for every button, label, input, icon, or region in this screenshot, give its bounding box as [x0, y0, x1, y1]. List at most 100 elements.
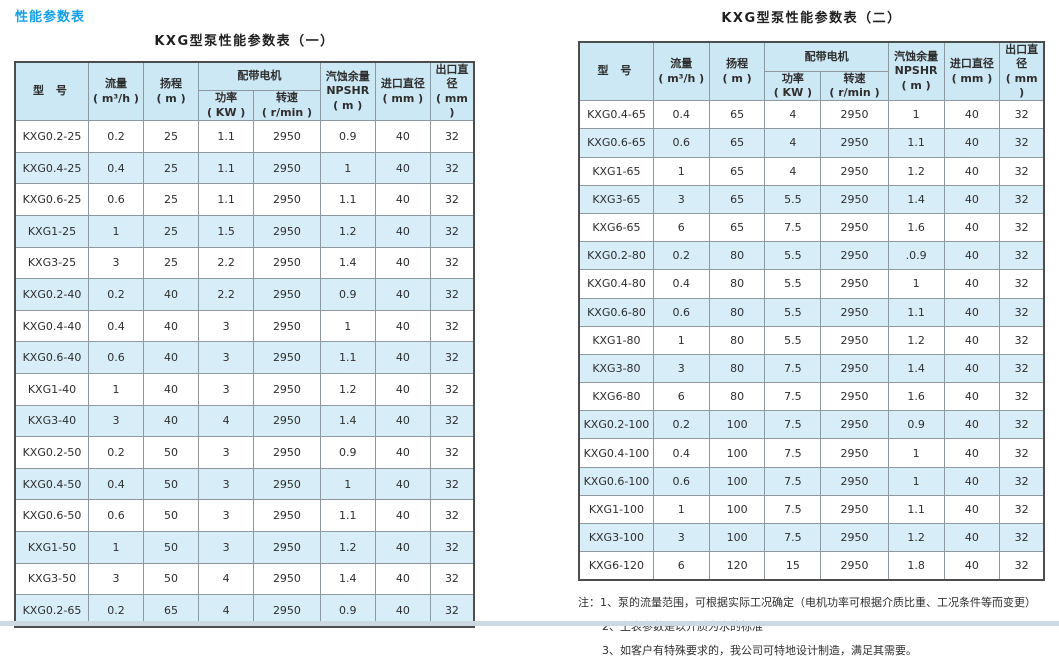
table-cell: 2950 — [820, 438, 889, 468]
table-cell: 40 — [374, 530, 431, 564]
table-cell: 3 — [198, 372, 255, 406]
table-cell: 40 — [374, 499, 431, 532]
table-cell: KXG1-50 — [14, 530, 89, 564]
table-row: KXG0.2-25 0.2 25 1.1 2950 0.9 40 32 — [14, 120, 475, 153]
table-cell: 2950 — [820, 297, 889, 327]
table-cell: 0.6 — [87, 499, 145, 532]
table-cell: 32 — [999, 184, 1045, 214]
table-cell: 32 — [429, 436, 475, 469]
table-cell: 32 — [429, 372, 475, 406]
table-cell: 32 — [429, 309, 475, 343]
table-cell: 32 — [429, 467, 475, 501]
table-cell: 3 — [652, 522, 710, 553]
table-cell: 1.1 — [198, 183, 255, 216]
table-cell: 2950 — [253, 467, 321, 501]
col-header-flow-unit: ( m³/h ) — [93, 91, 139, 105]
note-line-1: 注：1、泵的流量范围，可根据实际工况确定（电机功率可根据介质比重、工况条件等而变… — [578, 594, 1045, 611]
table-cell: 2.2 — [198, 246, 255, 280]
table-row: KXG0.2-50 0.2 50 3 2950 0.9 40 32 — [14, 436, 475, 469]
col-header-outlet-unit: ( mm ) — [1005, 71, 1038, 99]
table-row: KXG1-80 1 80 5.5 2950 1.2 40 32 — [578, 325, 1045, 355]
table-two-title: KXG型泵性能参数表（二） — [721, 11, 902, 26]
table-cell: 2950 — [820, 212, 889, 243]
table-cell: 1.2 — [887, 325, 945, 355]
table-cell: KXG1-25 — [14, 214, 89, 248]
table-cell: 40 — [943, 297, 1001, 327]
col-header-motor: 配带电机 — [764, 41, 889, 72]
table-cell: 32 — [429, 214, 475, 248]
table-cell: 0.6 — [87, 341, 145, 374]
table-cell: KXG0.6-40 — [14, 341, 89, 374]
table-cell: 2950 — [820, 128, 889, 158]
table-cell: 40 — [374, 309, 431, 343]
col-header-inlet-unit: ( mm ) — [382, 91, 424, 105]
col-header-head: 扬程( m ) — [143, 61, 200, 122]
table-row: KXG6-80 6 80 7.5 2950 1.6 40 32 — [578, 382, 1045, 412]
table-cell: 65 — [708, 100, 766, 130]
table-cell: 1 — [887, 466, 945, 496]
table-cell: 50 — [143, 467, 200, 501]
table-cell: 1.4 — [319, 246, 376, 280]
col-header-speed: 转速( r/min ) — [820, 70, 889, 102]
bottom-divider-strip — [0, 621, 1059, 626]
table-cell: KXG0.4-40 — [14, 309, 89, 343]
table-cell: 2950 — [820, 184, 889, 214]
table-cell: 2950 — [820, 494, 889, 525]
table-cell: 40 — [374, 151, 431, 185]
col-header-outlet: 出口直径( mm ) — [429, 61, 475, 122]
table-cell: KXG0.6-25 — [14, 183, 89, 216]
table-cell: 2950 — [253, 404, 321, 438]
table-cell: 7.5 — [764, 466, 822, 496]
table-cell: 32 — [999, 551, 1045, 581]
table-cell: 40 — [943, 466, 1001, 496]
table-cell: 3 — [652, 353, 710, 384]
table-row: KXG0.6-80 0.6 80 5.5 2950 1.1 40 32 — [578, 297, 1045, 327]
table-cell: 40 — [374, 404, 431, 438]
table-cell: 40 — [943, 184, 1001, 214]
table-cell: KXG0.4-80 — [578, 269, 654, 299]
table-cell: 2950 — [253, 309, 321, 343]
table-cell: 40 — [943, 156, 1001, 186]
table-cell: 7.5 — [764, 353, 822, 384]
table-cell: 0.6 — [87, 183, 145, 216]
table-cell: KXG0.2-40 — [14, 278, 89, 311]
table-row: KXG0.6-100 0.6 100 7.5 2950 1 40 32 — [578, 466, 1045, 496]
table-cell: 40 — [943, 382, 1001, 412]
table-cell: 0.9 — [319, 436, 376, 469]
note-text-3: 3、如客户有特殊要求的，我公司可特地设计制造，满足其需要。 — [602, 644, 917, 658]
table-cell: 2950 — [253, 530, 321, 564]
table-cell: 1.2 — [319, 214, 376, 248]
col-header-flow-unit: ( m³/h ) — [658, 71, 705, 85]
table-cell: 40 — [943, 494, 1001, 525]
table-row: KXG1-65 1 65 4 2950 1.2 40 32 — [578, 156, 1045, 186]
col-header-outlet-unit: ( mm ) — [436, 91, 468, 119]
table-cell: 4 — [764, 128, 822, 158]
table-cell: 1 — [887, 100, 945, 130]
table-cell: 1.2 — [887, 522, 945, 553]
table-cell: 0.2 — [652, 241, 710, 271]
table-cell: 1 — [87, 530, 145, 564]
table-cell: 65 — [708, 212, 766, 243]
table-cell: KXG0.6-80 — [578, 297, 654, 327]
table-cell: 65 — [708, 184, 766, 214]
col-header-npshr-abbr: NPSHR — [326, 84, 370, 98]
table-cell: 32 — [429, 246, 475, 280]
table-cell: 1.2 — [319, 372, 376, 406]
table-cell: 80 — [708, 382, 766, 412]
table-cell: 40 — [374, 120, 431, 153]
table-cell: KXG0.6-100 — [578, 466, 654, 496]
table-cell: 0.4 — [652, 269, 710, 299]
table-cell: 1.1 — [198, 151, 255, 185]
table-cell: 2950 — [253, 436, 321, 469]
table-cell: 100 — [708, 494, 766, 525]
table-cell: KXG3-40 — [14, 404, 89, 438]
table-cell: 40 — [143, 404, 200, 438]
table-body: KXG0.2-25 0.2 25 1.1 2950 0.9 40 32 KXG0.4-25 0.4… — [14, 120, 475, 628]
table-cell: 25 — [143, 151, 200, 185]
table-cell: 2950 — [820, 325, 889, 355]
table-cell: 5.5 — [764, 269, 822, 299]
table-cell: 5.5 — [764, 297, 822, 327]
table-cell: KXG0.2-50 — [14, 436, 89, 469]
col-header-flow: 流量( m³/h ) — [87, 61, 145, 122]
table-cell: 40 — [143, 341, 200, 374]
